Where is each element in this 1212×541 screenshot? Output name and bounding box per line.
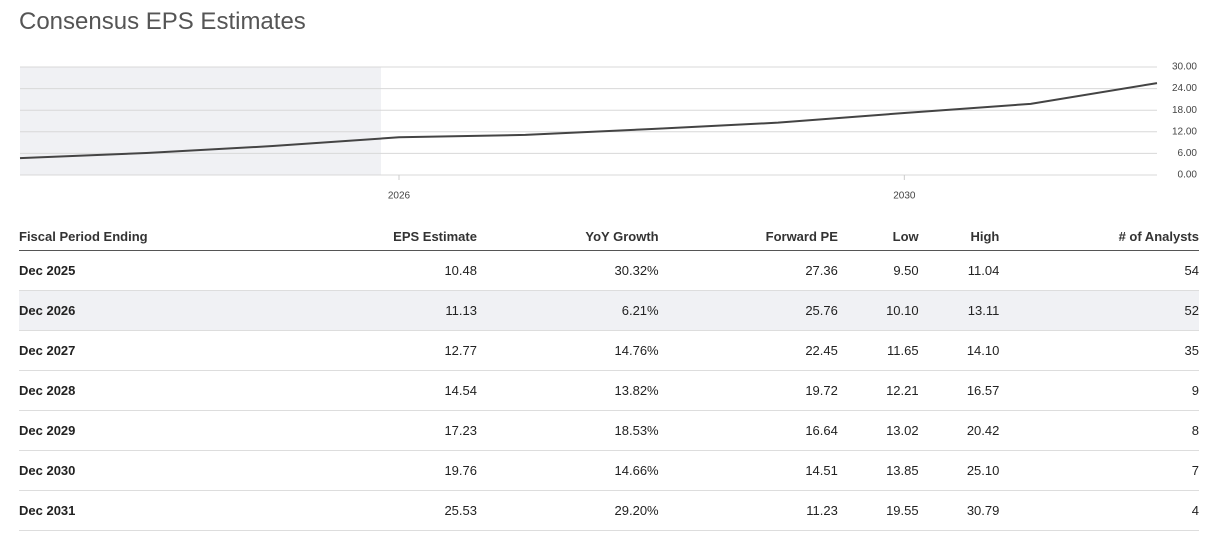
value-cell: 16.64: [658, 410, 838, 451]
column-header: YoY Growth: [476, 222, 659, 251]
column-header: High: [918, 222, 1000, 251]
column-header: # of Analysts: [999, 222, 1199, 251]
column-header: EPS Estimate: [269, 222, 477, 251]
value-cell: 25.10: [918, 450, 1000, 491]
value-cell: 13.11: [918, 290, 1000, 331]
value-cell: 52: [999, 290, 1199, 331]
value-cell: 19.76: [269, 450, 477, 491]
period-cell: Dec 2029: [19, 410, 269, 451]
value-cell: 14.10: [918, 330, 1000, 371]
value-cell: 11.13: [269, 290, 477, 331]
y-tick-label: 24.00: [1172, 83, 1197, 94]
value-cell: 11.04: [918, 250, 1000, 291]
value-cell: 11.65: [837, 330, 919, 371]
value-cell: 27.36: [658, 250, 838, 291]
value-cell: 13.82%: [476, 370, 659, 411]
value-cell: 10.48: [269, 250, 477, 291]
value-cell: 13.85: [837, 450, 919, 491]
period-cell: Dec 2026: [19, 290, 269, 331]
value-cell: 17.23: [269, 410, 477, 451]
value-cell: 20.42: [918, 410, 1000, 451]
value-cell: 19.72: [658, 370, 838, 411]
period-cell: Dec 2031: [19, 490, 269, 531]
y-tick-label: 0.00: [1178, 170, 1198, 181]
eps-table: Fiscal Period Ending EPS Estimate YoY Grow…: [19, 222, 1199, 531]
value-cell: 14.76%: [476, 330, 659, 371]
value-cell: 9: [999, 370, 1199, 411]
column-header: Forward PE: [658, 222, 838, 251]
column-header: Low: [837, 222, 919, 251]
value-cell: 10.10: [837, 290, 919, 331]
table-row: Dec 2031 25.53 29.20% 11.23 19.55 30.79 4: [19, 490, 1199, 531]
x-tick-label: 2030: [893, 191, 916, 202]
value-cell: 12.77: [269, 330, 477, 371]
value-cell: 14.66%: [476, 450, 659, 491]
column-header: Fiscal Period Ending: [19, 222, 269, 251]
value-cell: 29.20%: [476, 490, 659, 531]
table-row: Dec 2028 14.54 13.82% 19.72 12.21 16.57 9: [19, 370, 1199, 411]
table-row: Dec 2025 10.48 30.32% 27.36 9.50 11.04 54: [19, 250, 1199, 291]
value-cell: 8: [999, 410, 1199, 451]
y-tick-label: 6.00: [1178, 148, 1198, 159]
value-cell: 11.23: [658, 490, 838, 531]
chart: 0.00 6.00 12.00 18.00 24.00 30.00 2026 2030: [19, 62, 1198, 202]
value-cell: 22.45: [658, 330, 838, 371]
value-cell: 30.32%: [476, 250, 659, 291]
value-cell: 14.51: [658, 450, 838, 491]
table-row: Dec 2027 12.77 14.76% 22.45 11.65 14.10 35: [19, 330, 1199, 371]
value-cell: 7: [999, 450, 1199, 491]
eps-line: [19, 82, 1158, 160]
value-cell: 25.53: [269, 490, 477, 531]
header-row: Fiscal Period Ending EPS Estimate YoY Grow…: [19, 222, 1199, 251]
table-row: Dec 2029 17.23 18.53% 16.64 13.02 20.42 8: [19, 410, 1199, 451]
y-tick-label: 12.00: [1172, 126, 1197, 137]
value-cell: 30.79: [918, 490, 1000, 531]
value-cell: 35: [999, 330, 1199, 371]
x-tick-label: 2026: [388, 191, 411, 202]
section-title: Consensus EPS Estimates: [19, 8, 306, 35]
period-cell: Dec 2027: [19, 330, 269, 371]
y-tick-label: 30.00: [1172, 62, 1197, 73]
table-row: Dec 2026 11.13 6.21% 25.76 10.10 13.11 52: [19, 290, 1199, 331]
history-shade: [20, 67, 381, 175]
value-cell: 12.21: [837, 370, 919, 411]
table-row: Dec 2030 19.76 14.66% 14.51 13.85 25.10 7: [19, 450, 1199, 491]
value-cell: 14.54: [269, 370, 477, 411]
value-cell: 9.50: [837, 250, 919, 291]
period-cell: Dec 2025: [19, 250, 269, 291]
value-cell: 18.53%: [476, 410, 659, 451]
value-cell: 54: [999, 250, 1199, 291]
value-cell: 4: [999, 490, 1199, 531]
period-cell: Dec 2028: [19, 370, 269, 411]
period-cell: Dec 2030: [19, 450, 269, 491]
value-cell: 13.02: [837, 410, 919, 451]
value-cell: 6.21%: [476, 290, 659, 331]
value-cell: 19.55: [837, 490, 919, 531]
value-cell: 25.76: [658, 290, 838, 331]
y-tick-label: 18.00: [1172, 105, 1197, 116]
value-cell: 16.57: [918, 370, 1000, 411]
